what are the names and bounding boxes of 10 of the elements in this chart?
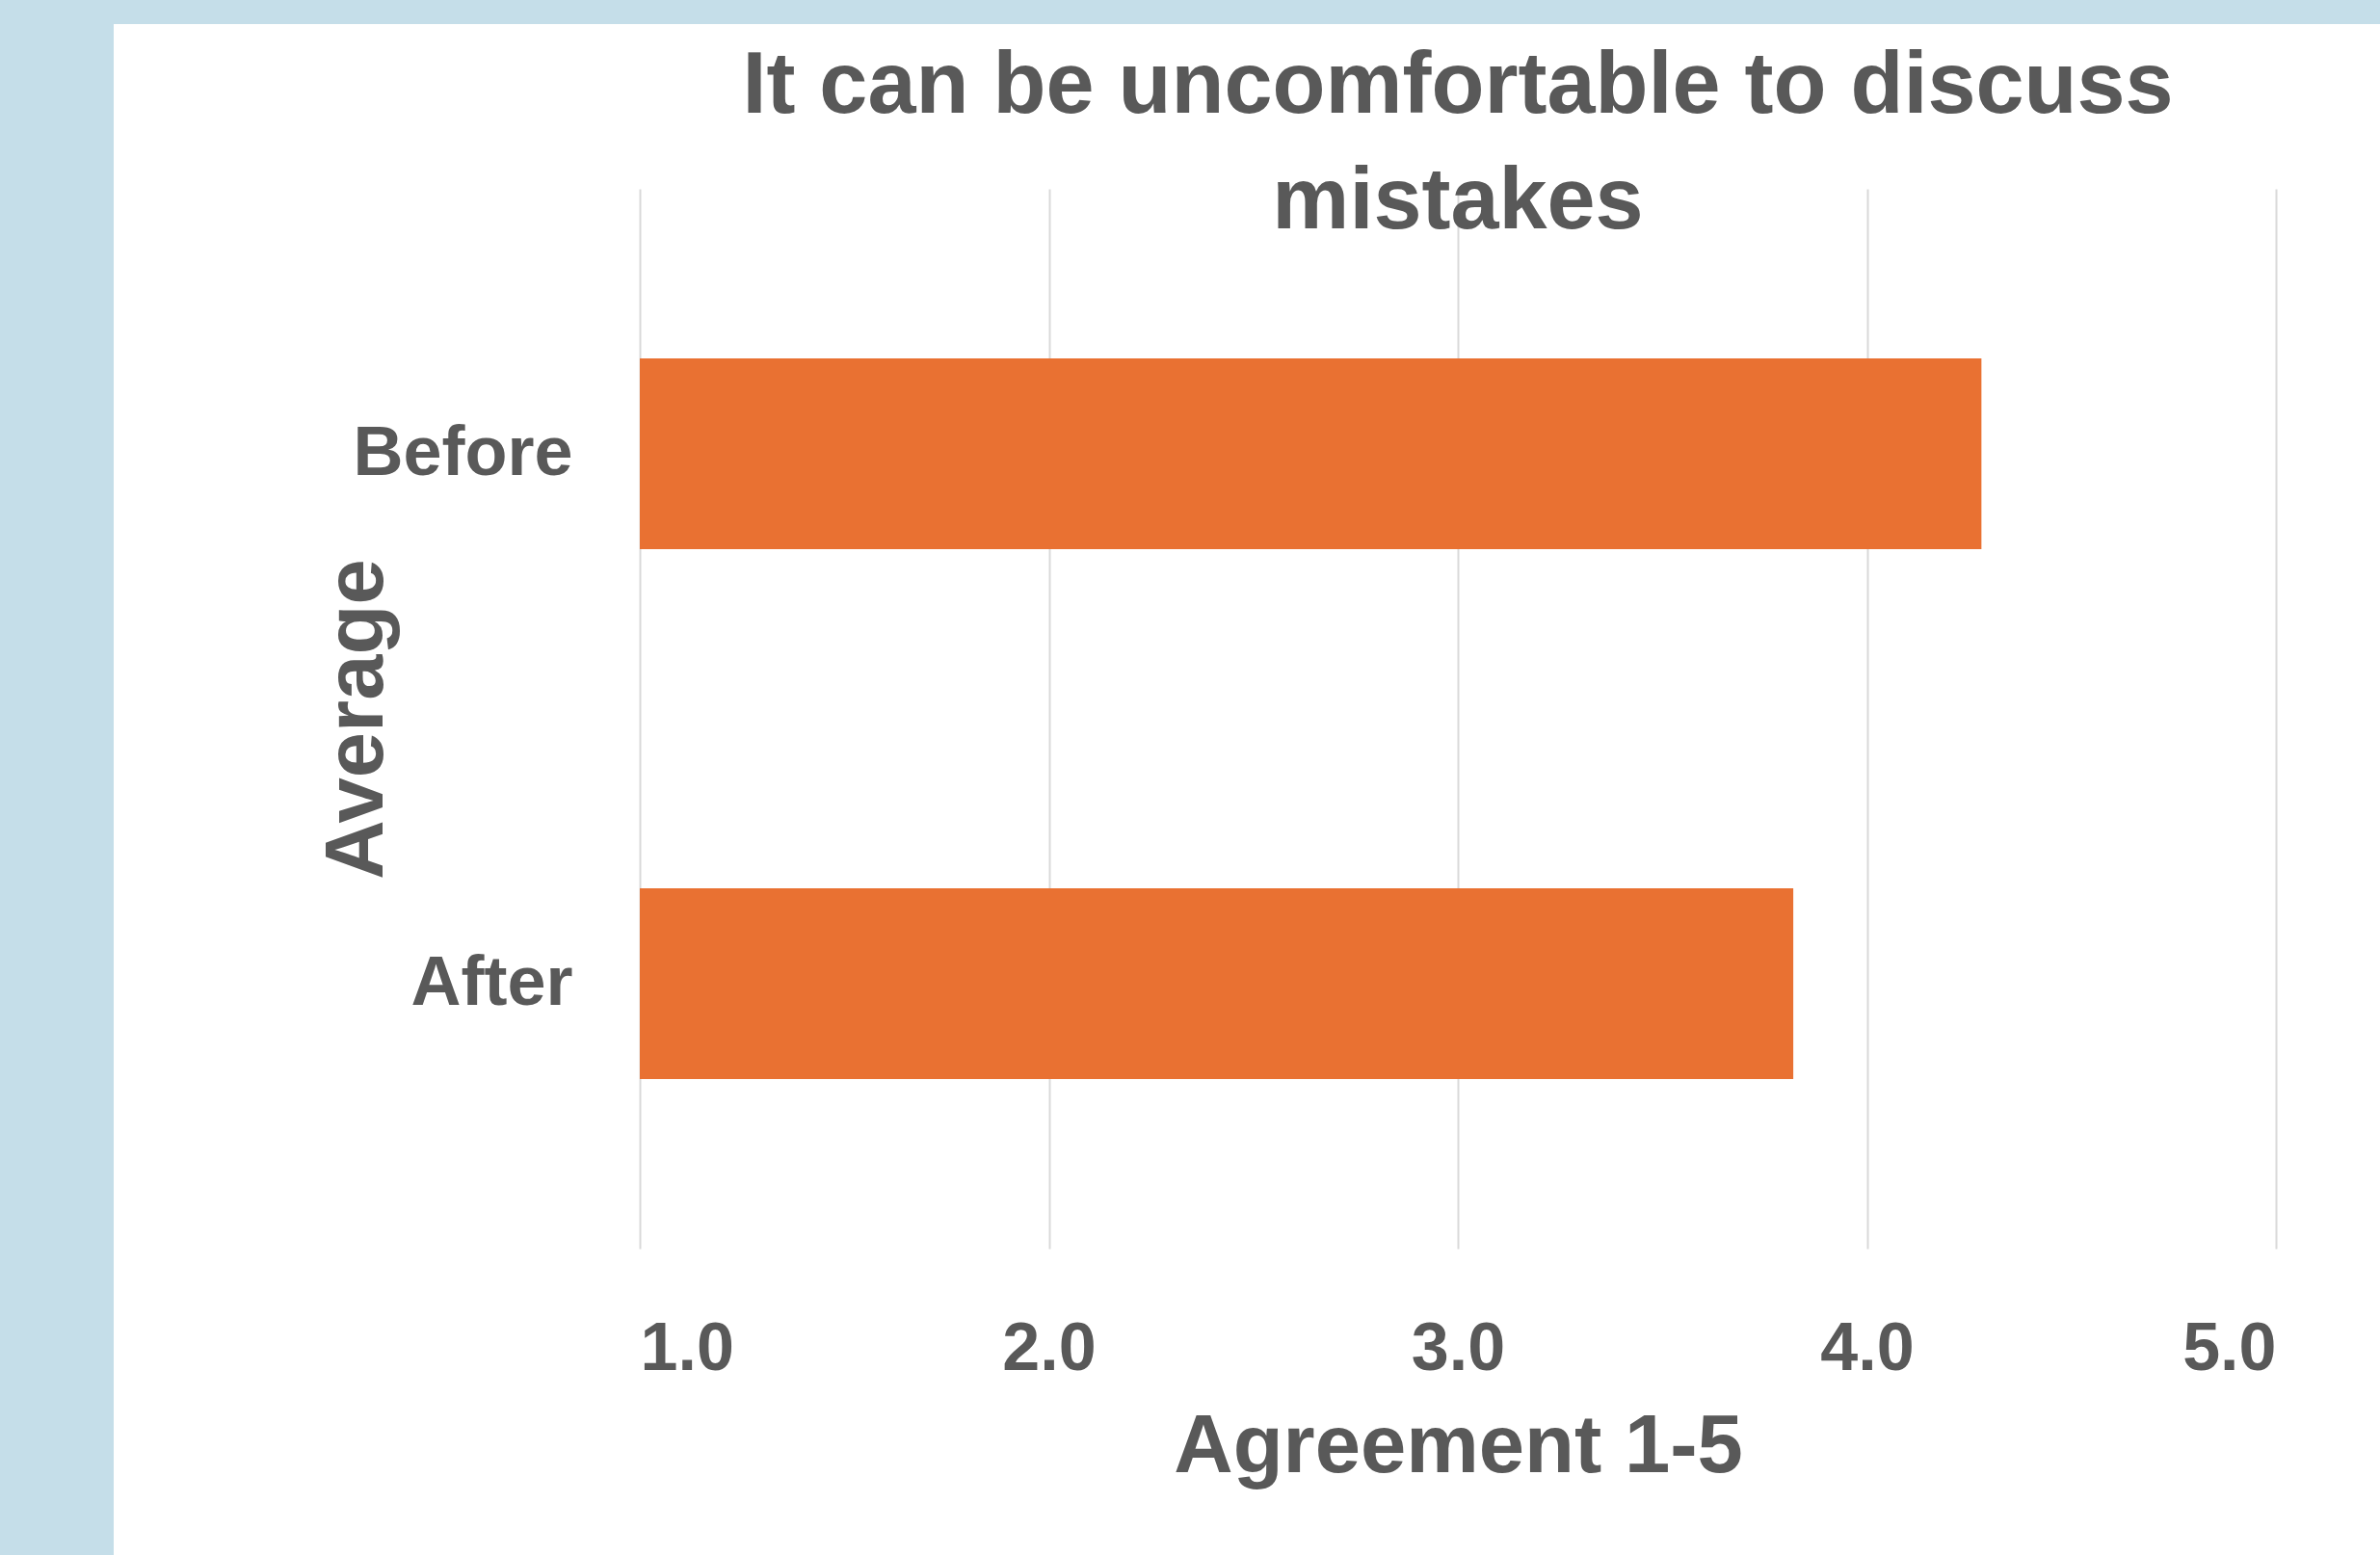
x-tick-label: 2.0 <box>1002 1308 1097 1384</box>
y-tick-label: Before <box>353 412 573 489</box>
x-tick-label: 4.0 <box>1820 1308 1915 1384</box>
x-axis-title: Agreement 1-5 <box>1174 1397 1743 1489</box>
y-tick-label: After <box>410 942 573 1019</box>
chart-title: It can be uncomfortable to discuss mistakes <box>742 35 2174 247</box>
x-tick-label: 3.0 <box>1411 1308 1506 1384</box>
x-tick-label: 5.0 <box>2182 1308 2277 1384</box>
x-tick-label: 1.0 <box>640 1308 734 1384</box>
y-axis-title: Average <box>307 559 400 880</box>
